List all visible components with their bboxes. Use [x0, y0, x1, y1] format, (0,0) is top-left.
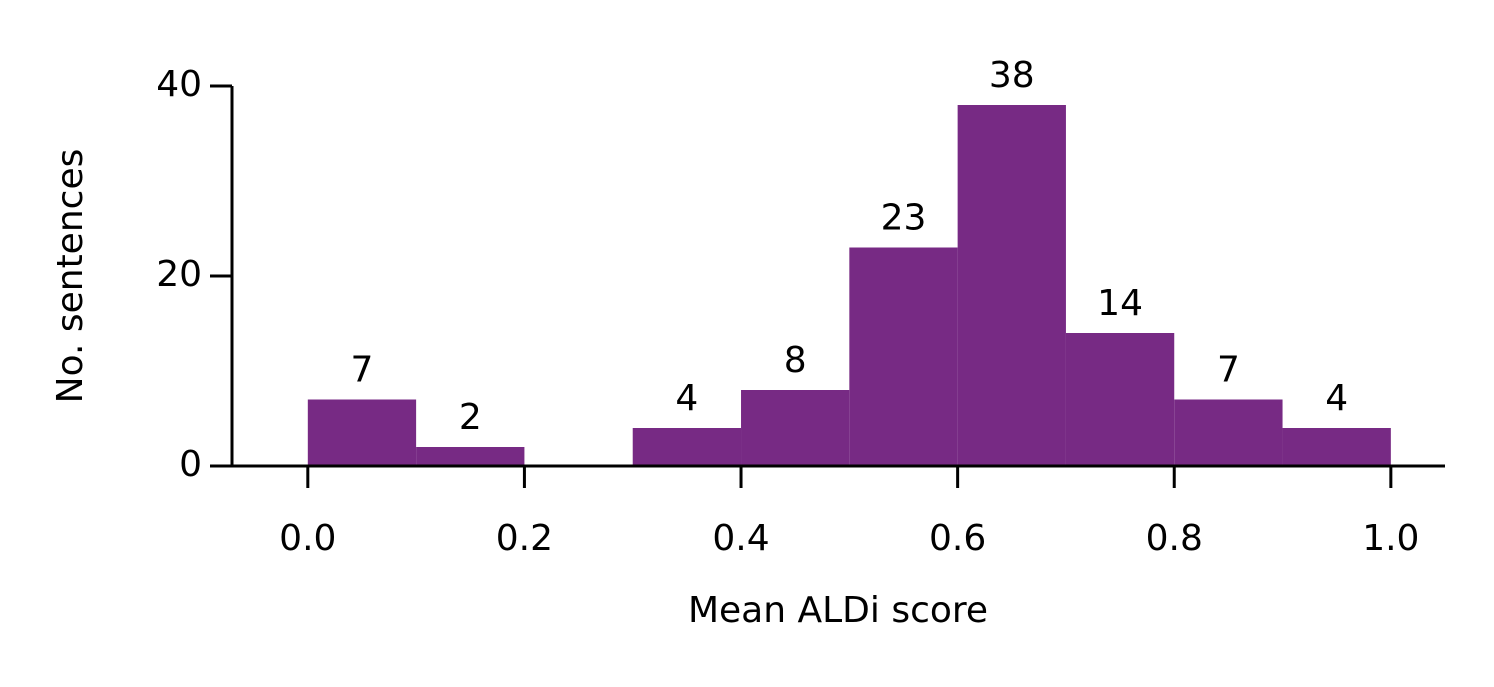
value-label: 7	[1217, 350, 1240, 391]
value-label: 14	[1097, 283, 1143, 324]
x-tick-label: 1.0	[1362, 518, 1419, 559]
bar	[957, 105, 1066, 466]
value-label: 7	[351, 350, 374, 391]
y-tick-label: 0	[179, 444, 202, 485]
value-label: 8	[784, 340, 807, 381]
x-tick-label: 0.0	[279, 518, 336, 559]
bar	[741, 390, 850, 466]
y-tick-label: 40	[156, 64, 202, 105]
x-tick-label: 0.2	[496, 518, 553, 559]
bar	[1065, 333, 1175, 466]
bar	[1282, 428, 1391, 466]
value-label: 4	[1325, 378, 1348, 419]
x-tick-label: 0.4	[712, 518, 769, 559]
bar	[307, 399, 417, 466]
value-label: 23	[881, 198, 927, 239]
y-tick-label: 20	[156, 254, 202, 295]
bar	[416, 447, 525, 466]
bar	[632, 428, 742, 466]
x-tick-label: 0.8	[1146, 518, 1203, 559]
value-label: 2	[459, 397, 482, 438]
y-axis-label: No. sentences	[50, 149, 91, 404]
value-label: 4	[675, 378, 698, 419]
value-label: 38	[989, 55, 1035, 96]
x-tick-label: 0.6	[929, 518, 986, 559]
bar	[849, 247, 958, 466]
x-axis-label: Mean ALDi score	[688, 590, 988, 631]
bar	[1174, 399, 1283, 466]
